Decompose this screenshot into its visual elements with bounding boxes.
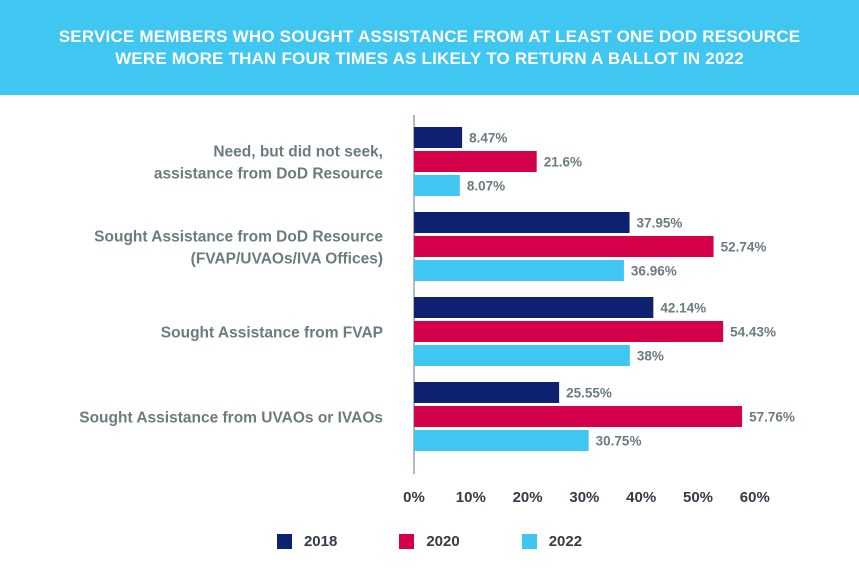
- legend-label-2018: 2018: [303, 533, 338, 550]
- legend-swatch-2020: [399, 534, 415, 549]
- data-label-2022-0: 8.07%: [467, 179, 505, 194]
- bar-2020-2: [414, 321, 724, 342]
- x-tick-label-3: 30%: [569, 489, 599, 506]
- x-tick-label-5: 50%: [683, 489, 713, 506]
- category-label-3-0: Sought Assistance from UVAOs or IVAOs: [79, 410, 383, 427]
- data-label-2022-3: 30.75%: [596, 434, 642, 449]
- x-tick-label-0: 0%: [403, 489, 425, 506]
- data-label-2020-0: 21.6%: [544, 155, 582, 170]
- legend-item-2018: 2018: [276, 533, 338, 550]
- legend-label-2020: 2020: [426, 533, 460, 550]
- bar-2022-0: [414, 175, 460, 196]
- category-label-1-1: (FVAP/UVAOs/IVA Offices): [191, 251, 383, 268]
- bar-2020-3: [414, 406, 743, 427]
- x-tick-label-6: 60%: [740, 489, 770, 506]
- x-tick-label-2: 20%: [513, 489, 543, 506]
- bar-2022-3: [414, 430, 589, 451]
- bar-2022-2: [414, 345, 630, 366]
- data-label-2020-3: 57.76%: [749, 410, 795, 425]
- legend-item-2020: 2020: [399, 533, 460, 550]
- chart-title-line-2: WERE MORE THAN FOUR TIMES AS LIKELY TO R…: [115, 48, 744, 68]
- category-label-2-0: Sought Assistance from FVAP: [161, 325, 383, 342]
- data-label-2022-2: 38%: [637, 349, 664, 364]
- bar-2020-1: [414, 236, 714, 257]
- bar-2018-0: [414, 127, 463, 148]
- bar-2022-1: [414, 260, 624, 281]
- x-tick-label-4: 40%: [626, 489, 656, 506]
- bar-2018-2: [414, 297, 654, 318]
- bar-2018-3: [414, 382, 560, 403]
- chart-title-line-1: SERVICE MEMBERS WHO SOUGHT ASSISTANCE FR…: [58, 26, 801, 46]
- chart-title-banner: SERVICE MEMBERS WHO SOUGHT ASSISTANCE FR…: [0, 0, 859, 95]
- data-label-2018-3: 25.55%: [566, 386, 612, 401]
- data-label-2020-1: 52.74%: [721, 240, 767, 255]
- data-label-2022-1: 36.96%: [631, 264, 677, 279]
- category-label-0-0: Need, but did not seek,: [213, 144, 383, 161]
- legend-item-2022: 2022: [521, 533, 583, 550]
- bar-2020-0: [414, 151, 537, 172]
- bar-2018-1: [414, 212, 630, 233]
- legend-swatch-2018: [276, 534, 292, 549]
- data-label-2018-1: 37.95%: [637, 216, 683, 231]
- legend-swatch-2022: [521, 534, 537, 549]
- legend-label-2022: 2022: [548, 533, 583, 550]
- category-label-0-1: assistance from DoD Resource: [154, 166, 384, 183]
- bar-chart: 8.47% 21.6% 8.07% Need, but did not seek, as…: [79, 115, 795, 506]
- x-tick-label-1: 10%: [456, 489, 486, 506]
- data-label-2018-0: 8.47%: [469, 131, 507, 146]
- category-label-1-0: Sought Assistance from DoD Resource: [94, 229, 383, 246]
- data-label-2020-2: 54.43%: [730, 325, 776, 340]
- legend: 2018 2020 2022: [0, 533, 859, 550]
- data-label-2018-2: 42.14%: [660, 301, 706, 316]
